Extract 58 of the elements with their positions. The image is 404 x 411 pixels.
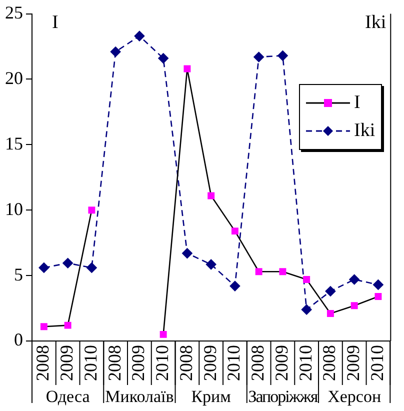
point (110, 46, 121, 57)
x-tick-label: 2008 (248, 345, 268, 381)
text: Херсон (328, 387, 382, 407)
x-tick-label: 2009 (128, 345, 148, 381)
x-tick-label: 2008 (319, 345, 340, 381)
y2-axis-title: Iki (365, 12, 386, 34)
point (62, 258, 73, 268)
point (374, 293, 382, 300)
point (40, 323, 48, 330)
y-tick-label: 15 (5, 133, 23, 154)
legend-label: I (354, 92, 360, 114)
point (303, 276, 310, 283)
point (325, 286, 336, 296)
point (230, 280, 240, 292)
x-tick-label: 2010 (80, 345, 100, 381)
y-tick-label: 0 (14, 330, 23, 350)
point (38, 262, 50, 273)
point (182, 248, 192, 258)
point (301, 304, 312, 315)
point (134, 30, 145, 42)
point (326, 310, 334, 317)
point (160, 330, 167, 338)
point (278, 50, 288, 61)
text: Запоріжжя (248, 387, 318, 407)
text: Миколаїв (105, 387, 174, 407)
text: Одеса (46, 387, 90, 407)
point (255, 268, 262, 276)
x-tick-label: 2009 (200, 345, 220, 381)
point (88, 206, 96, 214)
y-axis-title: I (52, 12, 58, 34)
point (373, 280, 384, 290)
point (158, 53, 168, 64)
x-tick-label: 2008 (176, 345, 196, 381)
point (279, 268, 286, 276)
y-tick-label: 10 (5, 198, 23, 219)
x-tick-label: 2009 (56, 345, 77, 381)
point (208, 192, 215, 200)
point (86, 262, 97, 273)
x-tick-label: 2009 (343, 345, 364, 381)
x-tick-label: 2009 (271, 345, 292, 381)
point (184, 65, 191, 72)
y-tick-label: 25 (5, 2, 23, 23)
y-tick-label: 5 (14, 264, 23, 284)
x-tick-label: 2010 (224, 345, 244, 381)
x-tick-label: 2008 (104, 345, 124, 381)
x-tick-label: 2010 (152, 345, 172, 381)
point (64, 322, 72, 329)
text: Крим (191, 387, 231, 407)
x-tick-label: 2010 (366, 345, 387, 381)
y-tick-label: 20 (5, 68, 23, 88)
point (349, 274, 360, 285)
point (206, 259, 216, 270)
point (350, 302, 358, 310)
point (254, 52, 264, 62)
x-tick-label: 2008 (32, 345, 53, 381)
point (231, 228, 238, 235)
x-tick-label: 2010 (295, 345, 316, 381)
legend-label: Iki (354, 120, 376, 142)
